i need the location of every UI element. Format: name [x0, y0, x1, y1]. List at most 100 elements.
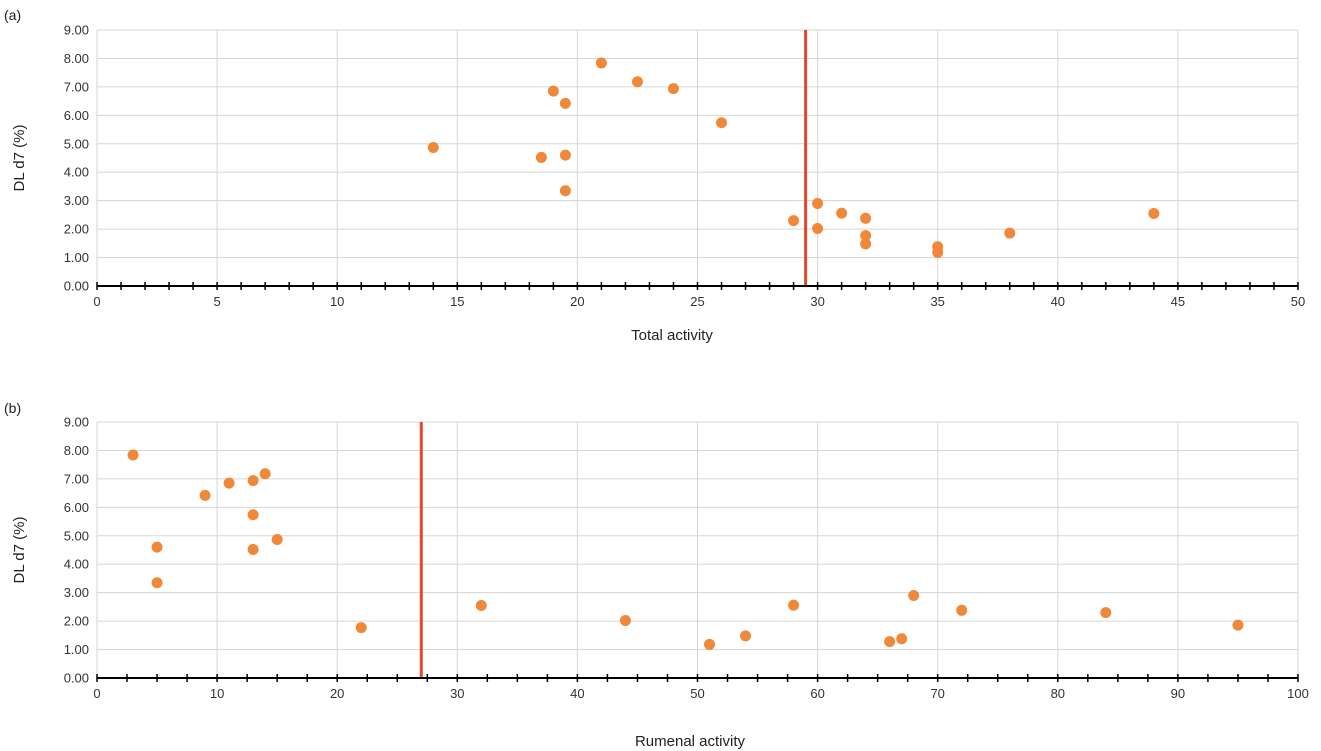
- panel-a-x-axis: [96, 282, 1299, 290]
- panel-b-x-tick-label: 10: [210, 686, 224, 701]
- panel-b-y-tick-label: 2.00: [64, 614, 89, 629]
- panel-a-data-point: [559, 185, 571, 197]
- panel-a-x-tick-labels: 0 5 10 15 20 25 30 35 40 45 50: [93, 294, 1305, 309]
- panel-a-y-tick-label: 5.00: [64, 136, 89, 151]
- panel-a-y-tick-label: 9.00: [64, 23, 89, 38]
- panel-b-x-tick-label: 50: [690, 686, 704, 701]
- panel-b-y-tick-label: 9.00: [64, 415, 89, 430]
- panel-a-y-tick-label: 2.00: [64, 222, 89, 237]
- panel-a-data-point: [860, 238, 872, 250]
- panel-b-x-axis: [96, 674, 1299, 682]
- panel-a-data-point: [595, 57, 607, 69]
- panel-a-y-tick-label: 3.00: [64, 193, 89, 208]
- panel-a-y-tick-label: 7.00: [64, 79, 89, 94]
- panel-b-y-tick-label: 0.00: [64, 671, 89, 686]
- panel-a-y-tick-label: 0.00: [64, 279, 89, 294]
- panel-b-data-point: [127, 449, 139, 461]
- panel-b-x-tick-label: 80: [1051, 686, 1065, 701]
- panel-a-data-point: [1148, 207, 1160, 219]
- panel-a-data-points: [427, 57, 1160, 258]
- panel-a-scatter-chart: (a) 0.00 1.00 2.00 3.00 4.00 5.00 6.00 7.00 8.00…: [4, 7, 1305, 344]
- panel-b-data-point: [884, 636, 896, 648]
- panel-a-data-point: [559, 149, 571, 161]
- panel-a-grid: [96, 29, 1299, 286]
- panel-b-data-point: [355, 622, 367, 634]
- panel-b-data-point: [475, 599, 487, 611]
- panel-b-data-point: [908, 590, 920, 602]
- panel-b-x-tick-label: 90: [1171, 686, 1185, 701]
- panel-a-data-point: [667, 83, 679, 95]
- panel-b-data-point: [788, 599, 800, 611]
- panel-a-data-point: [932, 246, 944, 258]
- panel-a-x-tick-label: 20: [570, 294, 584, 309]
- panel-a-data-point: [716, 117, 728, 129]
- panel-a-x-tick-label: 5: [213, 294, 220, 309]
- panel-a-x-tick-label: 50: [1291, 294, 1305, 309]
- panel-b-y-tick-label: 3.00: [64, 585, 89, 600]
- panel-b-data-point: [151, 541, 163, 553]
- panel-a-data-point: [788, 215, 800, 227]
- panel-a-data-point: [812, 223, 824, 235]
- panel-b-data-point: [199, 489, 211, 501]
- panel-a-data-point: [836, 207, 848, 219]
- panel-a-data-point: [631, 76, 643, 88]
- panel-a-x-axis-title: Total activity: [631, 327, 713, 344]
- panel-a-x-tick-label: 10: [330, 294, 344, 309]
- panel-a-x-tick-label: 35: [930, 294, 944, 309]
- panel-a-data-point: [860, 230, 872, 242]
- panel-b-y-tick-label: 1.00: [64, 642, 89, 657]
- panel-a-data-point: [860, 212, 872, 224]
- panel-b-data-point: [247, 475, 259, 487]
- panel-a-y-axis-title: DL d7 (%): [11, 125, 28, 192]
- panel-a-data-point: [1004, 227, 1016, 239]
- panel-b-x-axis-title: Rumenal activity: [635, 733, 746, 750]
- panel-b-data-point: [1100, 607, 1112, 619]
- panel-b-data-point: [619, 615, 631, 627]
- panel-b-grid: [96, 421, 1299, 678]
- panel-b-x-tick-label: 0: [93, 686, 100, 701]
- panel-a-data-point: [812, 198, 824, 210]
- panel-b-y-tick-labels: 0.00 1.00 2.00 3.00 4.00 5.00 6.00 7.00 8.00 9.00: [64, 415, 89, 686]
- panel-b-y-tick-label: 4.00: [64, 557, 89, 572]
- panel-a-y-tick-label: 6.00: [64, 108, 89, 123]
- panel-a-data-point: [535, 151, 547, 163]
- panel-a-x-tick-label: 30: [810, 294, 824, 309]
- panel-a-y-tick-label: 1.00: [64, 250, 89, 265]
- panel-a-x-tick-label: 25: [690, 294, 704, 309]
- panel-b-data-point: [259, 468, 271, 480]
- panel-a-data-point: [427, 141, 439, 153]
- panel-a-label: (a): [4, 7, 21, 23]
- panel-b-data-point: [271, 533, 283, 545]
- panel-a-x-tick-label: 40: [1051, 294, 1065, 309]
- panel-b-x-tick-label: 60: [810, 686, 824, 701]
- panel-b-y-axis-title: DL d7 (%): [11, 517, 28, 584]
- panel-b-y-tick-label: 5.00: [64, 528, 89, 543]
- panel-b-data-point: [704, 638, 716, 650]
- panel-b-label: (b): [4, 400, 21, 416]
- panel-b-data-point: [247, 509, 259, 521]
- panel-a-x-tick-label: 15: [450, 294, 464, 309]
- panel-a-data-point: [559, 97, 571, 109]
- panel-b-x-tick-label: 30: [450, 686, 464, 701]
- panel-b-x-tick-label: 20: [330, 686, 344, 701]
- panel-b-x-tick-label: 70: [930, 686, 944, 701]
- panel-b-y-tick-label: 8.00: [64, 443, 89, 458]
- panel-b-data-point: [247, 543, 259, 555]
- panel-a-x-tick-label: 45: [1171, 294, 1185, 309]
- panel-b-x-tick-label: 100: [1287, 686, 1309, 701]
- panel-b-data-point: [740, 630, 752, 642]
- panel-a-y-tick-labels: 0.00 1.00 2.00 3.00 4.00 5.00 6.00 7.00 8.00 9.00: [64, 23, 89, 294]
- panel-b-y-tick-label: 6.00: [64, 500, 89, 515]
- panel-a-x-tick-label: 0: [93, 294, 100, 309]
- panel-b-x-tick-label: 40: [570, 686, 584, 701]
- panel-b-data-point: [956, 604, 968, 616]
- panel-a-y-tick-label: 8.00: [64, 51, 89, 66]
- panel-a-y-tick-label: 4.00: [64, 165, 89, 180]
- panel-b-scatter-chart: (b) 0.00 1.00 2.00 3.00 4.00 5.00 6.00 7.00 8.00…: [4, 400, 1309, 750]
- panel-a-data-point: [547, 85, 559, 97]
- panel-b-y-tick-label: 7.00: [64, 471, 89, 486]
- panel-b-x-tick-labels: 0 10 20 30 40 50 60 70 80 90 100: [93, 686, 1308, 701]
- panel-b-data-point: [223, 477, 235, 489]
- panel-b-data-point: [1232, 619, 1244, 631]
